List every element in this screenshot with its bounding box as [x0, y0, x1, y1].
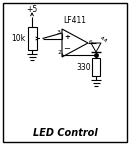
Text: +5: +5: [26, 4, 38, 13]
Text: 2: 2: [57, 50, 61, 56]
Polygon shape: [62, 29, 88, 57]
Bar: [28, 27, 37, 50]
Text: LED Control: LED Control: [33, 128, 97, 138]
Text: +: +: [64, 34, 70, 40]
Text: LF411: LF411: [63, 16, 86, 25]
Text: 330: 330: [76, 62, 91, 71]
Text: −: −: [63, 45, 70, 54]
Text: 3: 3: [57, 30, 61, 36]
Polygon shape: [91, 43, 101, 52]
Text: 6: 6: [89, 40, 93, 46]
Text: 10k: 10k: [11, 34, 25, 43]
Bar: [92, 58, 100, 76]
